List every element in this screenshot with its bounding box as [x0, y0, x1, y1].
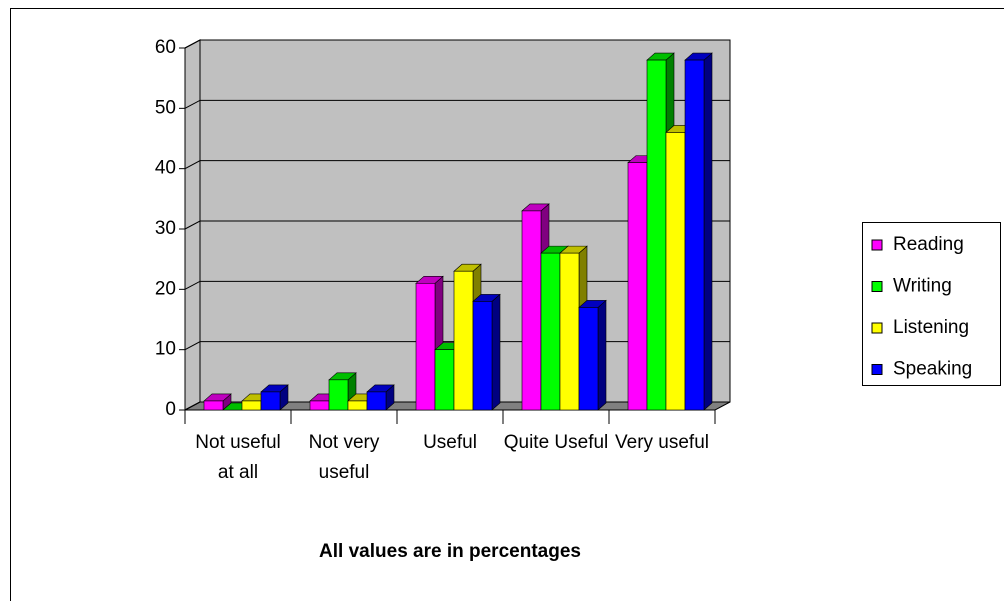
y-tick-label: 10: [155, 339, 176, 360]
bar-front: [665, 132, 686, 411]
bar-side: [597, 299, 607, 411]
bar-front: [309, 400, 330, 411]
x-axis-title: All values are in percentages: [319, 541, 581, 562]
y-tick-label: 0: [165, 399, 176, 420]
bar-side: [491, 293, 501, 411]
chart-border: [10, 8, 1004, 601]
bar-front: [627, 162, 648, 411]
grid-line: [184, 39, 730, 49]
y-tick-label: 30: [155, 218, 176, 239]
bar-front: [415, 282, 436, 411]
bar: [684, 52, 713, 411]
y-tick-label: 40: [155, 158, 176, 179]
legend-label: Speaking: [893, 359, 972, 380]
legend-label: Listening: [893, 317, 969, 338]
grid-line: [184, 220, 730, 230]
bar: [578, 299, 607, 411]
legend-label: Reading: [893, 234, 964, 255]
bar: [260, 384, 289, 411]
bar-front: [203, 400, 224, 411]
bar-front: [521, 210, 542, 411]
bar-front: [540, 252, 561, 411]
grid-line: [184, 99, 730, 109]
bar-front: [684, 59, 705, 411]
y-tick-label: 60: [155, 37, 176, 58]
bar-front: [366, 391, 387, 411]
legend-box: [862, 222, 1001, 386]
bar-front: [453, 270, 474, 411]
legend-swatch: [871, 239, 883, 251]
x-tick-label: Quite Useful: [503, 432, 609, 453]
bar-front: [472, 301, 493, 411]
legend-swatch: [871, 322, 883, 334]
bar-front: [646, 59, 667, 411]
x-tick-label: Not useful at all: [195, 432, 281, 483]
x-tick-label: Useful: [423, 432, 477, 453]
bar-front: [578, 307, 599, 411]
legend-label: Writing: [893, 276, 952, 297]
y-tick-label: 50: [155, 97, 176, 118]
y-tick-label: 20: [155, 278, 176, 299]
bar-front: [347, 400, 368, 411]
bar: [366, 384, 395, 411]
bar-front: [434, 349, 455, 411]
legend-swatch: [871, 281, 883, 292]
grid-line: [184, 160, 730, 170]
bar-side: [703, 52, 713, 411]
bar-front: [241, 400, 262, 411]
bar-front: [260, 391, 281, 411]
bar-front: [328, 379, 349, 411]
x-tick-label: Very useful: [615, 432, 709, 453]
bar: [203, 393, 232, 411]
legend-swatch: [871, 364, 883, 375]
x-tick-label: Not very useful: [308, 432, 380, 483]
bar-front: [559, 252, 580, 411]
bar: [472, 293, 501, 411]
